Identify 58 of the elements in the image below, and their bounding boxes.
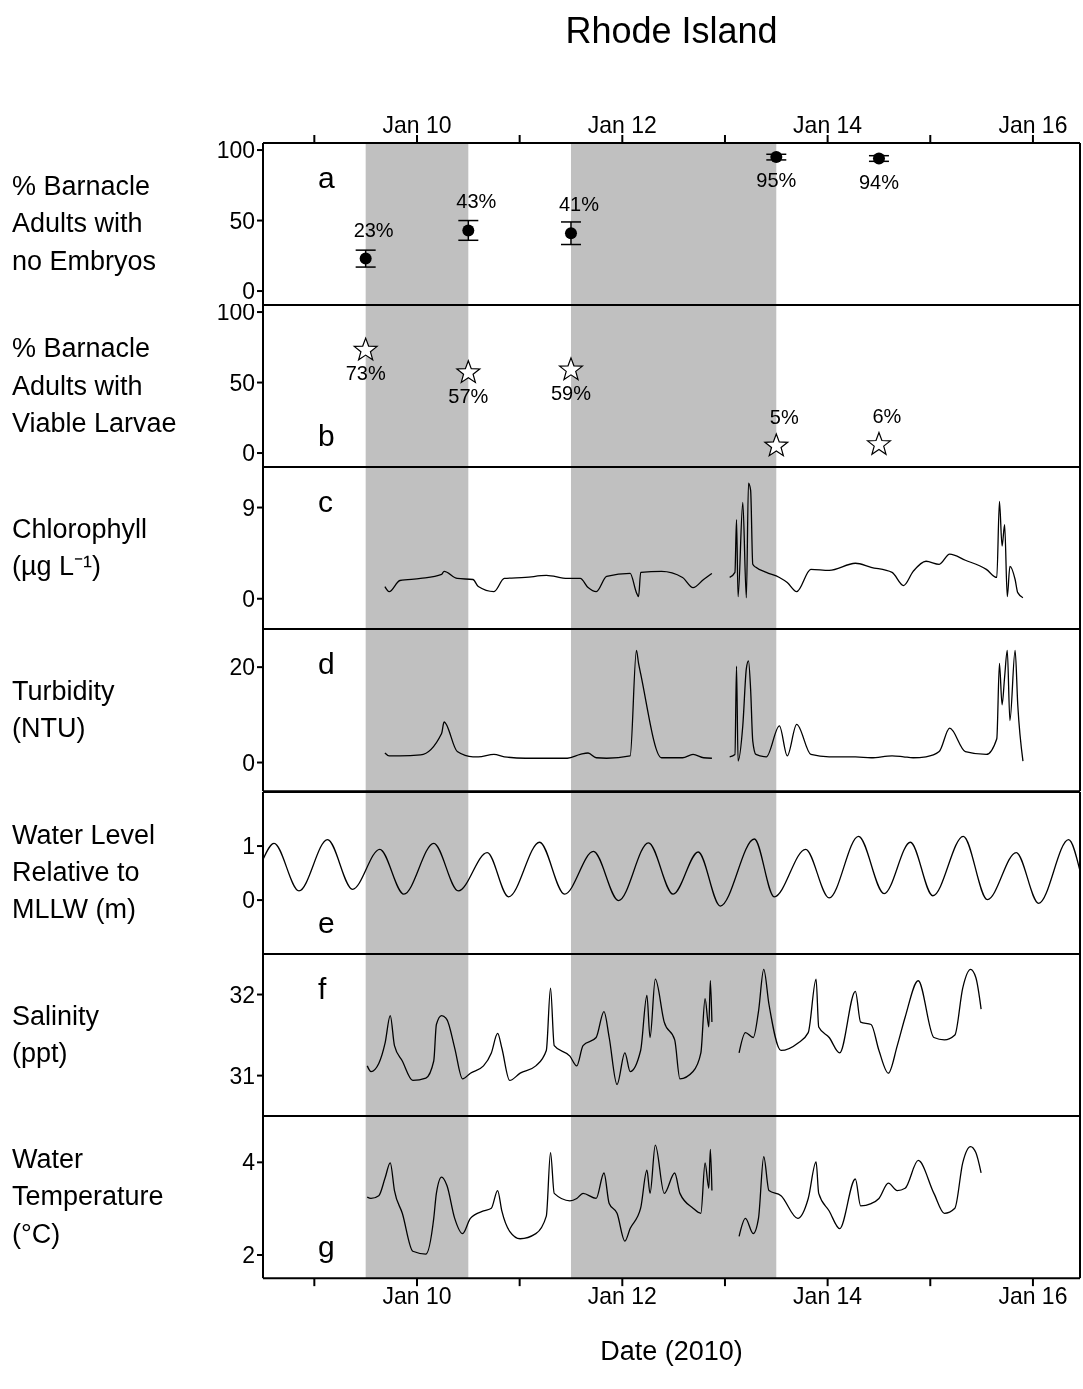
point: [456, 360, 481, 384]
y-tick-label: 0: [242, 586, 255, 613]
y-tick-label: 9: [242, 494, 255, 521]
y-axis-title: Chlorophyll (µg L⁻¹): [12, 513, 149, 584]
y-tick-label: 0: [242, 750, 255, 777]
data-label: 73%: [345, 362, 386, 385]
x2-tick-label: Jan 14: [793, 112, 863, 138]
y-tick-label: 0: [242, 440, 255, 467]
point: [770, 151, 783, 164]
y-tick-label: 4: [242, 1149, 256, 1176]
x2-tick-label: Jan 12: [587, 112, 657, 138]
x2-tick-label: Jan 16: [998, 112, 1068, 138]
point: [353, 337, 378, 361]
y-tick-label: 50: [229, 369, 255, 396]
point: [872, 152, 885, 165]
y-tick-label: 100: [216, 137, 255, 164]
data-label: 43%: [456, 190, 497, 213]
y-axis-title: % Barnacle Adults with no Embryos: [12, 170, 158, 278]
data-label: 23%: [353, 218, 394, 241]
y-tick-label: 32: [229, 981, 255, 1008]
data-label: 57%: [448, 384, 489, 407]
y-axis-title: % Barnacle Adults with Viable Larvae: [12, 332, 178, 440]
x-tick-label: Jan 10: [382, 1283, 452, 1310]
point: [558, 357, 583, 381]
data-label: 41%: [558, 193, 600, 216]
x2-tick-label: Jan 10: [382, 112, 452, 138]
y-tick-label: 50: [229, 207, 255, 234]
x-axis-title: Date (2010): [599, 1335, 744, 1367]
point: [462, 224, 475, 237]
data-label: 6%: [872, 404, 902, 427]
x-tick-label: Jan 12: [587, 1283, 657, 1310]
annotation: g: [318, 1229, 335, 1264]
y-tick-label: 20: [229, 654, 255, 681]
y-axis-title: Water Level Relative to MLLW (m): [12, 818, 157, 927]
point: [564, 227, 577, 240]
annotation: f: [318, 971, 327, 1006]
annotation: b: [318, 419, 335, 454]
data-label: 59%: [550, 382, 592, 404]
point: [359, 252, 372, 265]
point: [764, 433, 789, 457]
data-label: 95%: [756, 169, 797, 192]
annotation: c: [318, 485, 333, 520]
annotation: e: [318, 905, 335, 940]
y-tick-label: 31: [229, 1062, 255, 1089]
x-tick-label: Jan 14: [793, 1283, 863, 1310]
y-tick-label: 2: [242, 1241, 255, 1268]
annotation: a: [318, 161, 335, 195]
data-label: 94%: [858, 170, 900, 193]
y-axis-title: Water Temperature (°C): [12, 1143, 165, 1251]
y-tick-label: 1: [242, 832, 255, 859]
y-axis-title: Turbidity (NTU): [12, 675, 116, 746]
y-axis-title: Salinity (ppt): [12, 999, 101, 1070]
data-label: 5%: [769, 406, 799, 429]
y-tick-label: 0: [242, 886, 255, 913]
annotation: d: [318, 647, 335, 682]
x-tick-label: Jan 16: [998, 1283, 1068, 1310]
point: [866, 432, 891, 456]
chart-title: Rhode Island: [564, 10, 779, 52]
